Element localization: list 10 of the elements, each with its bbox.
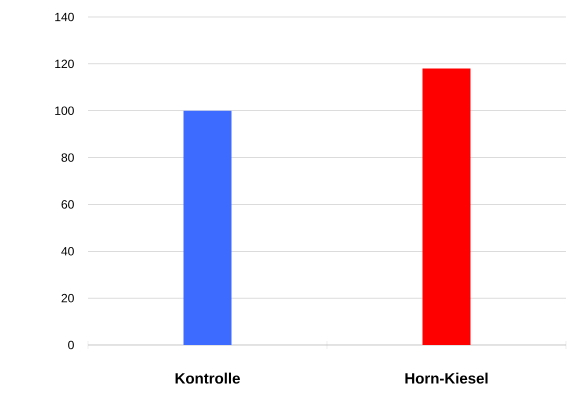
y-tick-label: 80 bbox=[62, 153, 74, 162]
x-tick-label: Kontrolle bbox=[176, 372, 240, 384]
y-tick-label: 40 bbox=[61, 247, 74, 256]
y-tick-label: 140 bbox=[55, 12, 74, 22]
y-tick-label: 100 bbox=[55, 106, 74, 115]
x-tick-label: Horn-Kiesel bbox=[405, 372, 488, 384]
y-tick-label: 120 bbox=[55, 60, 74, 68]
y-tick-label: 0 bbox=[68, 340, 74, 350]
y-tick-label: 60 bbox=[62, 200, 74, 209]
y-tick-label: 20 bbox=[62, 294, 74, 302]
